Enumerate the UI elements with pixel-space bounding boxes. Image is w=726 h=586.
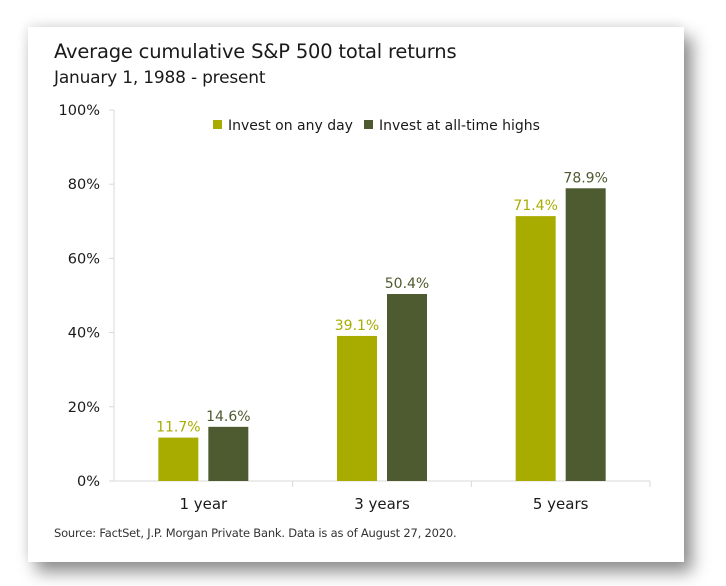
chart-title: Average cumulative S&P 500 total returns — [54, 40, 457, 63]
bar-any-day — [158, 437, 199, 481]
y-tick-label: 40% — [68, 326, 100, 342]
bars — [158, 188, 606, 481]
value-label: 78.9% — [563, 170, 607, 186]
legend: Invest on any day Invest at all-time high… — [213, 118, 540, 134]
legend-label: Invest at all-time highs — [379, 118, 540, 134]
x-category-label: 5 years — [533, 495, 589, 513]
y-tick-label: 20% — [68, 400, 100, 416]
legend-swatch — [213, 120, 222, 129]
y-axis-ticks: 0% 20% 40% 60% 80% 100% — [59, 103, 114, 490]
value-labels: 11.7% 14.6% 39.1% 50.4% 71.4% 78.9% — [156, 170, 608, 435]
legend-label: Invest on any day — [228, 118, 353, 134]
axes — [113, 110, 651, 487]
y-tick-label: 80% — [68, 177, 100, 193]
bar-all-time-highs — [208, 426, 249, 481]
source-note: Source: FactSet, J.P. Morgan Private Ban… — [54, 526, 457, 540]
x-axis-categories: 1 year 3 years 5 years — [179, 495, 588, 513]
value-label: 71.4% — [513, 198, 557, 214]
x-category-label: 3 years — [354, 495, 410, 513]
value-label: 11.7% — [156, 420, 200, 436]
y-tick-label: 100% — [59, 103, 100, 119]
value-label: 39.1% — [335, 318, 379, 334]
value-label: 50.4% — [385, 276, 429, 292]
bar-any-day — [515, 216, 556, 481]
value-label: 14.6% — [206, 409, 250, 425]
bar-any-day — [337, 335, 377, 481]
x-category-label: 1 year — [179, 495, 228, 513]
y-tick-label: 60% — [68, 251, 100, 267]
bar-all-time-highs — [387, 294, 427, 481]
legend-swatch — [364, 120, 373, 129]
chart-subtitle: January 1, 1988 - present — [54, 68, 266, 88]
bar-all-time-highs — [565, 188, 606, 481]
y-tick-label: 0% — [77, 474, 100, 490]
